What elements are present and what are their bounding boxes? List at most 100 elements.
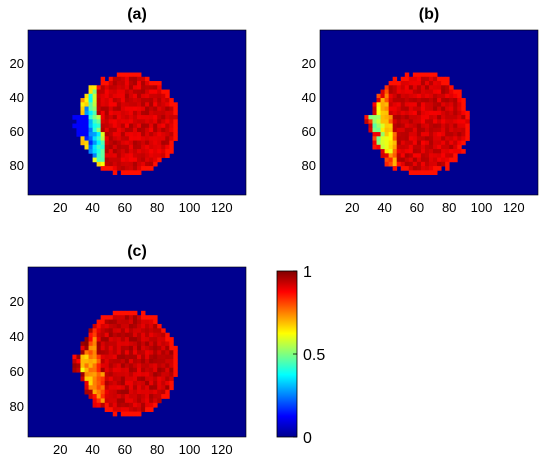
heatmap-cell xyxy=(100,319,106,325)
heatmap-cell xyxy=(137,328,142,334)
heatmap-cell xyxy=(132,376,138,382)
heatmap-cell xyxy=(120,102,126,107)
heatmap-cell xyxy=(92,385,98,391)
heatmap-cell xyxy=(132,363,138,369)
heatmap-cell xyxy=(137,407,142,412)
heatmap-cell xyxy=(137,136,142,141)
heatmap-cell xyxy=(380,89,385,95)
heatmap-cell xyxy=(120,332,126,338)
heatmap-cell xyxy=(88,106,93,112)
heatmap-cell xyxy=(420,115,426,120)
heatmap-cell xyxy=(153,332,158,338)
heatmap-cell xyxy=(120,98,126,103)
heatmap-cell xyxy=(128,127,134,133)
heatmap-cell xyxy=(120,127,126,133)
heatmap-cell xyxy=(112,89,118,95)
heatmap-cell xyxy=(408,144,414,150)
heatmap-cell xyxy=(412,110,418,116)
heatmap-cell xyxy=(120,315,126,320)
heatmap-cell xyxy=(141,140,146,146)
heatmap-cell xyxy=(449,119,454,124)
heatmap-cell xyxy=(92,140,98,146)
heatmap-cell xyxy=(153,380,158,386)
heatmap-cell xyxy=(116,385,122,391)
heatmap-cell xyxy=(84,363,89,369)
heatmap-cell xyxy=(453,102,458,107)
heatmap-cell xyxy=(412,85,418,90)
heatmap-cell xyxy=(441,161,446,167)
heatmap-cell xyxy=(376,102,381,107)
heatmap-cell xyxy=(165,119,170,124)
heatmap-cell xyxy=(437,127,442,133)
heatmap-cell xyxy=(388,136,394,141)
heatmap-cell xyxy=(400,81,406,86)
heatmap-cell xyxy=(173,372,178,377)
heatmap-cell xyxy=(384,115,390,120)
heatmap-cell xyxy=(364,119,369,124)
heatmap-cell xyxy=(137,110,142,116)
heatmap-cell xyxy=(92,149,98,154)
heatmap-cell xyxy=(404,153,410,158)
heatmap-cell xyxy=(96,102,102,107)
heatmap-cell xyxy=(72,367,77,373)
heatmap-cell xyxy=(124,72,130,78)
heatmap-cell xyxy=(137,363,142,369)
heatmap-cells xyxy=(72,310,178,417)
heatmap-cell xyxy=(412,136,418,141)
heatmap-cell xyxy=(88,119,93,124)
heatmap-cell xyxy=(108,102,114,107)
heatmap-cell xyxy=(416,161,422,167)
heatmap-cell xyxy=(92,345,98,351)
heatmap-cell xyxy=(92,115,98,120)
heatmap-cell xyxy=(433,140,438,146)
heatmap-cell xyxy=(132,72,138,78)
heatmap-cell xyxy=(396,149,402,154)
heatmap-cell xyxy=(437,132,442,137)
heatmap-cell xyxy=(429,161,434,167)
heatmap-cell xyxy=(112,389,118,395)
heatmap-cell xyxy=(128,123,134,129)
heatmap-cell xyxy=(137,376,142,382)
heatmap-cell xyxy=(149,93,154,99)
heatmap-cell xyxy=(457,149,462,154)
heatmap-cell xyxy=(173,345,178,351)
heatmap-cell xyxy=(173,119,178,124)
heatmap-cell xyxy=(84,106,89,112)
heatmap-cell xyxy=(392,166,398,171)
heatmap-cell xyxy=(92,332,98,338)
heatmap-cell xyxy=(149,337,154,342)
heatmap-cell xyxy=(96,328,102,334)
heatmap-cell xyxy=(104,127,110,133)
heatmap-cell xyxy=(120,328,126,334)
colorbar-tick-label: 0.5 xyxy=(303,347,325,364)
heatmap-cell xyxy=(88,367,93,373)
heatmap-cell xyxy=(108,153,114,158)
heatmap-cell xyxy=(396,132,402,137)
heatmap-cell xyxy=(116,144,122,150)
heatmap-cell xyxy=(141,106,146,112)
heatmap-cell xyxy=(72,115,77,120)
heatmap-cell xyxy=(453,98,458,103)
heatmap-cell xyxy=(88,98,93,103)
heatmap-cell xyxy=(116,81,122,86)
heatmap-cell xyxy=(453,144,458,150)
heatmap-cell xyxy=(124,398,130,404)
heatmap-cell xyxy=(457,144,462,150)
heatmap-cell xyxy=(412,89,418,95)
heatmap-cell xyxy=(124,161,130,167)
heatmap-cell xyxy=(108,345,114,351)
heatmap-cell xyxy=(445,106,450,112)
heatmap-cell xyxy=(141,345,146,351)
heatmap-cell xyxy=(153,350,158,356)
heatmap-cell xyxy=(120,110,126,116)
heatmap-cell xyxy=(149,81,154,86)
heatmap-cell xyxy=(441,127,446,133)
heatmap-cell xyxy=(104,385,110,391)
heatmap-cell xyxy=(120,385,126,391)
heatmap-cell xyxy=(396,89,402,95)
heatmap-cell xyxy=(141,310,146,316)
heatmap-cell xyxy=(169,345,174,351)
heatmap-cell xyxy=(408,136,414,141)
x-tick-label: 120 xyxy=(211,200,233,215)
heatmap-cell xyxy=(465,115,470,120)
